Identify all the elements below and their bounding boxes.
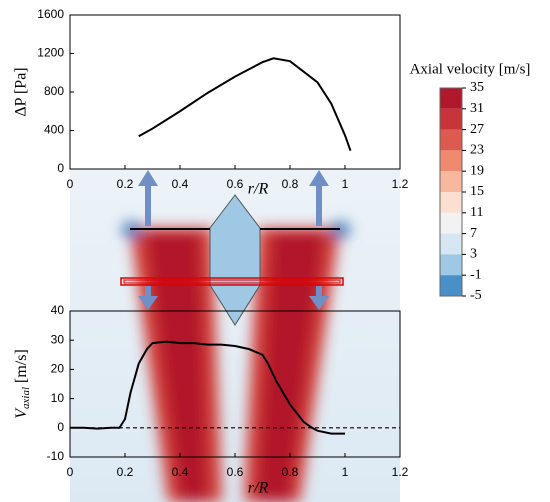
x-tick-label: 1.2 (392, 465, 409, 479)
top-plot-bg (70, 15, 400, 169)
y-label-sub: axial (20, 387, 32, 409)
y-tick-label: 10 (51, 391, 65, 405)
colorbar-band (440, 171, 462, 192)
y-tick-label: 1600 (37, 7, 64, 21)
colorbar-band (440, 150, 462, 172)
y-tick-label: 1200 (37, 46, 64, 60)
data-line (138, 57, 352, 152)
colorbar-band (440, 108, 462, 130)
y-axis-label: Vaxial [m/s] (13, 349, 32, 419)
y-label-unit: [m/s] (13, 349, 30, 383)
y-tick-label: 30 (51, 332, 65, 346)
x-tick-label: 0.8 (282, 177, 299, 191)
x-tick-label: 0.2 (117, 465, 134, 479)
colorbar-tick-label: 27 (470, 122, 484, 137)
x-tick-label: 1 (342, 177, 349, 191)
y-axis-label: ΔP [Pa] (13, 67, 30, 116)
colorbar-tick-label: 19 (470, 163, 484, 178)
y-label-main: V (13, 407, 30, 419)
colorbar-band (440, 254, 462, 276)
colorbar-tick-label: 15 (470, 184, 484, 199)
colorbar-tick-label: 23 (470, 143, 484, 158)
y-tick-label: 0 (57, 420, 64, 434)
colorbar-title: Axial velocity [m/s] (410, 61, 531, 77)
data-line (70, 340, 345, 435)
colorbar-band (440, 88, 462, 109)
colorbar-tick-label: 3 (470, 247, 477, 262)
x-tick-label: 1 (342, 465, 349, 479)
colorbar-tick-label: 35 (470, 80, 484, 95)
colorbar-tick-label: 11 (470, 205, 483, 220)
y-tick-label: 800 (44, 84, 64, 98)
colorbar-tick-label: 7 (470, 226, 477, 241)
colorbar-tick-label: -1 (470, 267, 482, 282)
y-tick-label: 20 (51, 362, 65, 376)
x-tick-label: 1.2 (392, 177, 409, 191)
x-tick-label: 0 (67, 177, 74, 191)
x-tick-label: 0.6 (227, 177, 244, 191)
y-tick-label: 40 (51, 303, 65, 317)
colorbar-tick-label: -5 (470, 288, 482, 303)
colorbar-tick-label: 31 (470, 101, 484, 116)
y-tick-label: 400 (44, 123, 64, 137)
colorbar-band (440, 192, 462, 213)
colorbar-band (440, 233, 462, 255)
y-tick-label: 0 (57, 161, 64, 175)
x-tick-label: 0.2 (117, 177, 134, 191)
y-tick-label: -10 (47, 449, 65, 463)
x-tick-label: 0.4 (172, 177, 189, 191)
colorbar-band (440, 212, 462, 234)
x-tick-label: 0 (67, 465, 74, 479)
colorbar-band (440, 129, 462, 151)
x-axis-label: r/R (248, 480, 269, 497)
x-tick-label: 0.8 (282, 465, 299, 479)
x-tick-label: 0.6 (227, 465, 244, 479)
x-axis-label: r/R (248, 181, 269, 198)
x-tick-label: 0.4 (172, 465, 189, 479)
colorbar-band (440, 275, 462, 296)
